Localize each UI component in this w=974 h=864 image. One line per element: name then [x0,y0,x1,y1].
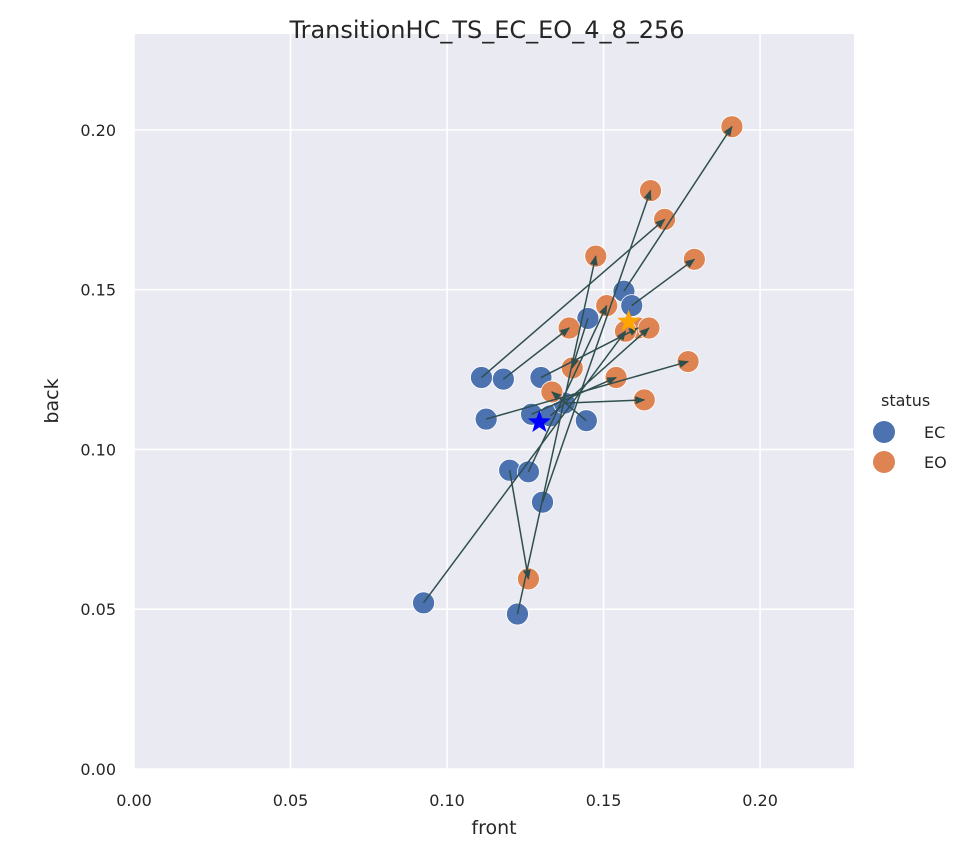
y-tick-label: 0.05 [80,600,116,619]
transition-arrow [502,327,570,380]
x-tick-label: 0.15 [586,791,622,810]
legend-title: status [881,391,930,410]
x-tick-label: 0.00 [116,791,152,810]
transition-arrow [631,258,696,307]
centroid-markers [527,309,641,432]
transition-arrow [571,318,589,369]
x-tick-label: 0.10 [429,791,465,810]
y-axis-label: back [41,378,63,423]
transition-arrow [551,391,587,422]
transition-arrow [549,327,650,417]
transition-arrow [564,396,646,405]
y-tick-label: 0.00 [80,760,116,779]
x-tick-label: 0.05 [273,791,309,810]
centroid-star-eo [617,309,641,332]
y-tick-labels: 0.00 0.05 0.10 0.15 0.20 [80,121,116,779]
x-axis-label: front [471,817,516,839]
transition-arrow [623,125,733,292]
legend-label-ec: EC [924,423,945,442]
transition-arrow [480,218,666,379]
transition-arrow [422,330,627,604]
transition-arrows [422,125,733,615]
y-tick-label: 0.20 [80,121,116,140]
legend: status EC EO [873,391,947,473]
transition-arrow [516,255,598,615]
y-tick-label: 0.10 [80,440,116,459]
chart-title: TransitionHC_TS_EC_EO_4_8_256 [288,16,684,44]
y-tick-label: 0.15 [80,281,116,300]
x-tick-labels: 0.00 0.05 0.10 0.15 0.20 [116,791,778,810]
legend-marker-ec [873,421,895,443]
transition-arrow [508,470,531,580]
transition-arrow [527,304,608,473]
transition-arrow [541,189,652,503]
legend-marker-eo [873,451,895,473]
x-tick-label: 0.20 [742,791,778,810]
centroid-star-ec [527,410,551,432]
legend-label-eo: EO [924,453,947,472]
plot-background [134,34,854,769]
